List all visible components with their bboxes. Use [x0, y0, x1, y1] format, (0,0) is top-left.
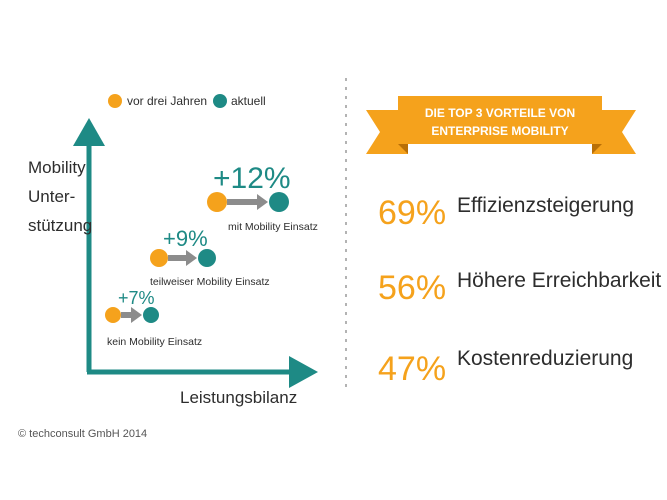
copyright: © techconsult GmbH 2014 — [18, 428, 147, 440]
ribbon-left-tail — [366, 110, 408, 154]
benefit-label-2: Höhere Erreichbarkeit — [457, 269, 661, 292]
banner-ribbon: DIE TOP 3 VORTEILE VON ENTERPRISE MOBILI… — [366, 96, 636, 154]
legend-marker-now — [213, 94, 227, 108]
change-arrow-head — [257, 194, 268, 210]
legend-label-now: aktuell — [231, 94, 266, 108]
point-now — [269, 192, 289, 212]
banner-line1: DIE TOP 3 VORTEILE VON — [425, 106, 575, 120]
group-label: teilweiser Mobility Einsatz — [150, 276, 270, 288]
change-label: +12% — [213, 162, 291, 195]
legend-marker-before — [108, 94, 122, 108]
point-now — [143, 307, 159, 323]
y-axis-arrowhead — [73, 118, 105, 146]
change-label: +9% — [163, 226, 208, 251]
data-group-3: +12% mit Mobility Einsatz — [207, 162, 318, 233]
y-axis-label-line1: Mobility — [28, 158, 86, 177]
ribbon-left-fold — [398, 144, 408, 154]
ribbon-right-tail — [592, 110, 636, 154]
legend: vor drei Jahren aktuell — [108, 94, 266, 108]
benefit-label-1: Effizienzsteigerung — [457, 194, 634, 217]
x-axis-arrowhead — [289, 356, 318, 388]
change-label: +7% — [118, 288, 155, 308]
point-now — [198, 249, 216, 267]
ribbon-right-fold — [592, 144, 602, 154]
ribbon-main — [398, 96, 602, 144]
point-before — [207, 192, 227, 212]
y-axis-label-line2: Unter- — [28, 187, 75, 206]
banner-line2: ENTERPRISE MOBILITY — [431, 124, 568, 138]
axes — [73, 118, 318, 388]
y-axis-label: Mobility Unter- stützung — [28, 158, 92, 235]
group-label: mit Mobility Einsatz — [228, 221, 318, 233]
group-label: kein Mobility Einsatz — [107, 336, 202, 348]
benefit-label-3: Kostenreduzierung — [457, 347, 633, 370]
x-axis-label: Leistungsbilanz — [180, 388, 297, 407]
y-axis-label-line3: stützung — [28, 216, 92, 235]
point-before — [150, 249, 168, 267]
benefit-percent-3: 47% — [378, 350, 446, 388]
data-group-2: +9% teilweiser Mobility Einsatz — [150, 226, 270, 288]
legend-label-before: vor drei Jahren — [127, 94, 207, 108]
benefit-percent-1: 69% — [378, 194, 446, 232]
data-groups: +7% kein Mobility Einsatz +9% teilweiser Mo… — [105, 162, 318, 348]
point-before — [105, 307, 121, 323]
data-group-1: +7% kein Mobility Einsatz — [105, 288, 202, 348]
change-arrow-head — [186, 250, 197, 266]
change-arrow-head — [131, 307, 142, 323]
benefit-percent-2: 56% — [378, 269, 446, 307]
benefits-list: 69% Effizienzsteigerung 56% Höhere Errei… — [378, 194, 661, 388]
